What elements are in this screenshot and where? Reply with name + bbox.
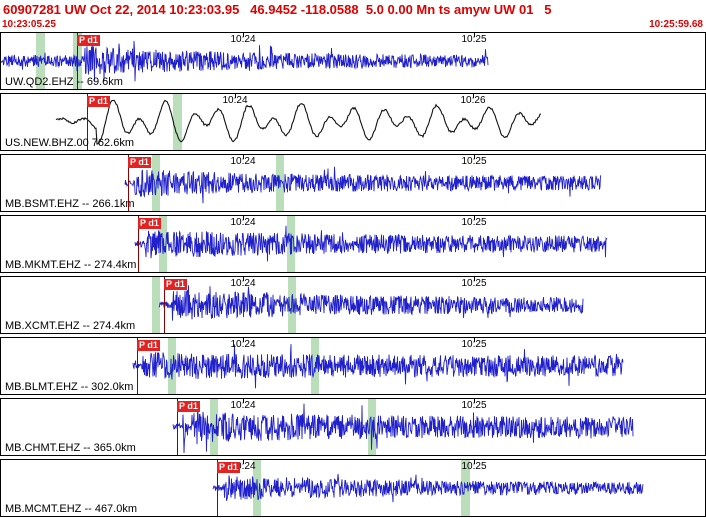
time-tick [235, 94, 236, 98]
waveform [124, 166, 602, 204]
station-label: MB.CHMT.EHZ -- 365.0km [5, 442, 136, 454]
time-tick-label: 10:24 [230, 278, 256, 289]
time-tick-label: 10:24 [230, 34, 256, 45]
time-tick-label: 10:25 [461, 278, 487, 289]
pick-line [77, 33, 78, 89]
time-tick-label: 10:25 [461, 217, 487, 228]
waveform [212, 473, 644, 503]
pick-line [137, 338, 138, 394]
waveform [1, 40, 489, 82]
time-tick [243, 277, 244, 281]
station-label: MB.MKMT.EHZ -- 274.4km [5, 259, 137, 271]
waveform [158, 285, 584, 321]
window-start-time: 10:23:05.25 [2, 19, 56, 30]
time-tick [474, 399, 475, 403]
station-label: MB.BLMT.EHZ -- 302.0km [5, 381, 134, 393]
pick-flag[interactable]: P d1 [177, 401, 200, 412]
pick-line [164, 277, 165, 333]
time-tick-label: 10:24 [230, 339, 256, 350]
time-tick [474, 460, 475, 464]
station-label: US.NEW.BHZ.00 762.6km [5, 137, 134, 149]
time-tick-label: 10:24 [230, 461, 256, 472]
time-tick [243, 399, 244, 403]
time-tick [474, 277, 475, 281]
time-tick-label: 10:25 [461, 461, 487, 472]
time-tick [473, 94, 474, 98]
pick-line [87, 94, 88, 150]
time-tick [474, 33, 475, 37]
event-header: 60907281 UW Oct 22, 2014 10:23:03.95 46.… [3, 2, 552, 17]
time-tick-label: 10:25 [461, 400, 487, 411]
trace-panel[interactable]: P d1 MB.MKMT.EHZ -- 274.4km 10:24 10:25 [0, 215, 706, 273]
pick-flag[interactable]: P d1 [138, 218, 161, 229]
trace-panel[interactable]: P d1 MB.MCMT.EHZ -- 467.0km 10:24 10:25 [0, 459, 706, 517]
window-end-time: 10:25:59.68 [649, 19, 703, 30]
time-tick [474, 155, 475, 159]
pick-line [177, 399, 178, 455]
waveform [134, 225, 608, 262]
station-label: MB.XCMT.EHZ -- 274.4km [5, 320, 136, 332]
time-tick [474, 338, 475, 342]
waveform [132, 344, 624, 389]
time-tick [243, 338, 244, 342]
time-tick-label: 10:24 [230, 400, 256, 411]
pick-line [138, 216, 139, 272]
time-tick-label: 10:24 [222, 95, 248, 106]
pick-flag[interactable]: P d1 [164, 279, 187, 290]
pick-flag[interactable]: P d1 [87, 96, 110, 107]
station-label: UW.QD2.EHZ -- 69.6km [5, 76, 123, 88]
time-tick [243, 33, 244, 37]
time-tick-label: 10:25 [461, 34, 487, 45]
station-label: MB.MCMT.EHZ -- 467.0km [5, 503, 138, 515]
pick-line [217, 460, 218, 516]
pick-flag[interactable]: P d1 [137, 340, 160, 351]
trace-stack: P d1 UW.QD2.EHZ -- 69.6km 10:24 10:25 P d… [0, 32, 706, 518]
trace-panel[interactable]: P d1 MB.CHMT.EHZ -- 365.0km 10:24 10:25 [0, 398, 706, 456]
trace-panel[interactable]: P d1 UW.QD2.EHZ -- 69.6km 10:24 10:25 [0, 32, 706, 90]
time-tick-label: 10:24 [230, 156, 256, 167]
trace-panel[interactable]: P d1 MB.BLMT.EHZ -- 302.0km 10:24 10:25 [0, 337, 706, 395]
waveform [172, 403, 634, 454]
time-tick-label: 10:24 [230, 217, 256, 228]
time-tick [243, 155, 244, 159]
pick-line [128, 155, 129, 211]
time-tick-label: 10:25 [461, 156, 487, 167]
arrival-window-band [36, 33, 45, 89]
time-tick-label: 10:25 [461, 339, 487, 350]
waveform [55, 99, 542, 145]
pick-flag[interactable]: P d1 [77, 35, 100, 46]
trace-panel[interactable]: P d1 US.NEW.BHZ.00 762.6km 10:24 10:26 [0, 93, 706, 151]
trace-panel[interactable]: P d1 MB.XCMT.EHZ -- 274.4km 10:24 10:25 [0, 276, 706, 334]
time-window-bar: 10:23:05.25 10:25:59.68 [0, 19, 706, 31]
pick-flag[interactable]: P d1 [217, 462, 240, 473]
trace-panel[interactable]: P d1 MB.BSMT.EHZ -- 266.1km 10:24 10:25 [0, 154, 706, 212]
arrival-window-band [173, 94, 182, 150]
pick-flag[interactable]: P d1 [128, 157, 151, 168]
time-tick [243, 216, 244, 220]
time-tick [474, 216, 475, 220]
station-label: MB.BSMT.EHZ -- 266.1km [5, 198, 135, 210]
time-tick-label: 10:26 [460, 95, 486, 106]
arrival-window-band [152, 277, 160, 333]
time-tick [243, 460, 244, 464]
